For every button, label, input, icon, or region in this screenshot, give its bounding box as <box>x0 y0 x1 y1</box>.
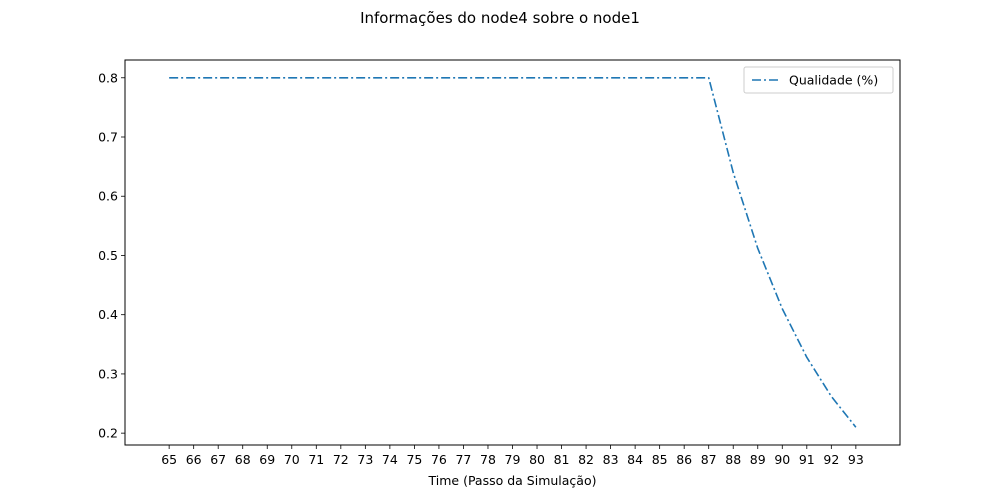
plot-area <box>124 59 901 446</box>
y-tick-label: 0.5 <box>98 248 118 263</box>
legend-frame <box>743 66 894 94</box>
x-tick-label: 76 <box>431 452 447 467</box>
x-tick-label: 68 <box>235 452 251 467</box>
x-tick-label: 83 <box>603 452 619 467</box>
x-tick-label: 70 <box>284 452 300 467</box>
y-tick-label: 0.4 <box>98 307 118 322</box>
x-tick-label: 67 <box>210 452 226 467</box>
y-axis: 0.2 0.3 0.4 0.5 0.6 0.7 0.8 <box>98 70 125 441</box>
x-tick-label: 89 <box>750 452 766 467</box>
y-tick-label: 0.3 <box>98 366 118 381</box>
x-tick-label: 91 <box>799 452 815 467</box>
x-tick-label: 88 <box>725 452 741 467</box>
x-tick-label: 80 <box>529 452 545 467</box>
chart-title: Informações do node4 sobre o node1 <box>360 9 640 27</box>
x-tick-label: 78 <box>480 452 496 467</box>
x-tick-label: 77 <box>455 452 471 467</box>
x-tick-label: 66 <box>186 452 202 467</box>
x-tick-label: 93 <box>848 452 864 467</box>
x-tick-label: 84 <box>627 452 643 467</box>
series-layer <box>169 76 857 428</box>
x-tick-label: 90 <box>774 452 790 467</box>
x-tick-label: 75 <box>406 452 422 467</box>
legend-label: Qualidade (%) <box>789 73 878 88</box>
y-tick-label: 0.7 <box>98 130 118 145</box>
x-axis-label: Time (Passo da Simulação) <box>428 473 597 488</box>
x-tick-label: 71 <box>308 452 324 467</box>
legend: Qualidade (%) <box>743 66 894 94</box>
series-line <box>169 76 857 428</box>
x-tick-label: 86 <box>676 452 692 467</box>
x-tick-label: 74 <box>382 452 398 467</box>
x-tick-label: 87 <box>701 452 717 467</box>
y-tick-label: 0.2 <box>98 426 118 441</box>
x-tick-label: 92 <box>823 452 839 467</box>
x-axis: 65 66 67 68 69 70 71 72 73 74 75 76 77 78 79 80 81 82 83 84… <box>161 445 864 467</box>
x-tick-label: 79 <box>505 452 521 467</box>
x-tick-label: 69 <box>259 452 275 467</box>
x-tick-label: 85 <box>652 452 668 467</box>
y-tick-label: 0.6 <box>98 189 118 204</box>
x-tick-label: 65 <box>161 452 177 467</box>
x-tick-label: 82 <box>578 452 594 467</box>
x-tick-label: 81 <box>554 452 570 467</box>
plot-frame <box>124 59 901 446</box>
x-tick-label: 73 <box>357 452 373 467</box>
x-tick-label: 72 <box>333 452 349 467</box>
y-tick-label: 0.8 <box>98 70 118 85</box>
